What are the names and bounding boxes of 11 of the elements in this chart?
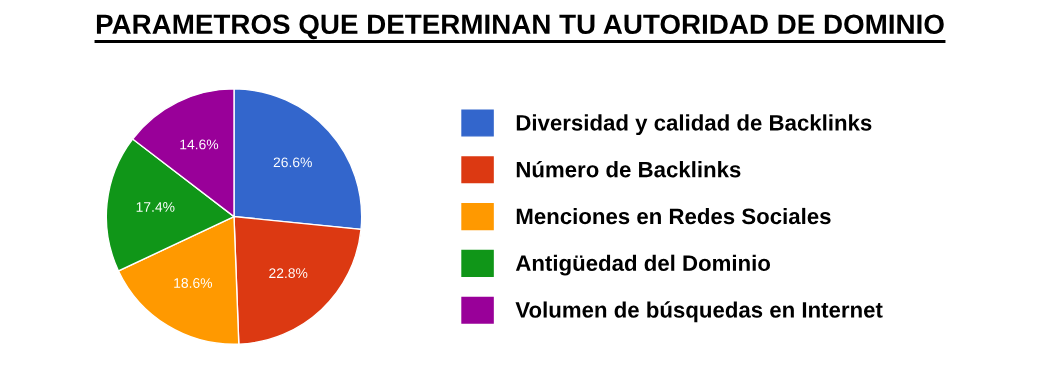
data-label: 18.6% — [174, 278, 213, 288]
data-label: 26.6% — [273, 157, 312, 168]
data-label: 22.8% — [269, 268, 308, 279]
legend-label: Número de Backlinks — [516, 160, 741, 178]
data-label: 14.6% — [180, 139, 219, 150]
data-label: 17.4% — [136, 202, 175, 212]
legend-label: Menciones en Redes Sociales — [516, 207, 831, 225]
legend-label: Antigüedad del Dominio — [515, 254, 771, 276]
chart-title: PARAMETROS QUE DETERMINAN TU AUTORIDAD DE DOMINIO — [96, 14, 944, 40]
legend-label: Volumen de búsquedas en Internet — [515, 301, 883, 323]
legend-label: Diversidad y calidad de Backlinks — [516, 114, 872, 136]
